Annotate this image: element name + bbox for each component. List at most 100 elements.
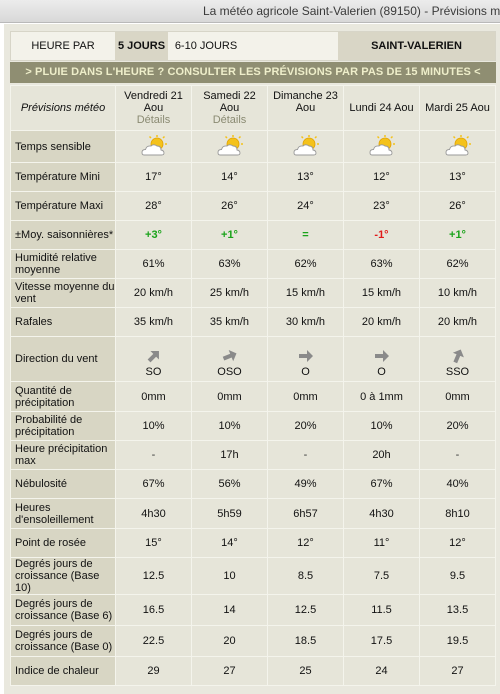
wind-arrow-ene-icon	[222, 349, 236, 361]
tab-5-days[interactable]: 5 JOURS	[115, 32, 168, 60]
forecast-panel: HEURE PAR HEURE 5 JOURS 6-10 JOURS SAINT…	[4, 24, 500, 694]
tab-hourly[interactable]: HEURE PAR HEURE	[31, 40, 95, 80]
row-label: Température Mini	[11, 163, 115, 191]
table-cell: 27	[192, 657, 267, 685]
row-label: Degrés jours de croissance (Base 6)	[11, 595, 115, 625]
table-cell: 63%	[344, 250, 419, 278]
day-name: Lundi 24 Aou	[349, 102, 414, 114]
table-cell: 4h30	[116, 499, 191, 528]
day-header: Dimanche 23 Aou	[268, 86, 343, 130]
table-row-wind-speed: Vitesse moyenne du vent 20 km/h 25 km/h …	[11, 279, 495, 307]
day-name: Samedi 22	[203, 90, 256, 102]
table-cell: 56%	[192, 470, 267, 498]
table-row-gusts: Rafales 35 km/h 35 km/h 30 km/h 20 km/h …	[11, 308, 495, 336]
table-cell: 0mm	[420, 382, 495, 411]
day-month: Aou	[295, 102, 316, 114]
corner-label: Prévisions météo	[11, 86, 115, 130]
day-header: Samedi 22 Aou Détails	[192, 86, 267, 130]
sun-behind-cloud-icon	[445, 134, 471, 155]
table-row-gdd10: Degrés jours de croissance (Base 10) 12.…	[11, 558, 495, 594]
table-cell: -1°	[344, 221, 419, 249]
table-row-tmax: Température Maxi 28° 26° 24° 23° 26°	[11, 192, 495, 220]
table-row-precip-hour: Heure précipitation max - 17h - 20h -	[11, 441, 495, 469]
table-cell: -	[116, 441, 191, 469]
table-cell: 5h59	[192, 499, 267, 528]
table-cell: 16.5	[116, 595, 191, 625]
wind-arrow-east-icon	[298, 349, 313, 362]
day-month: Aou	[219, 102, 240, 114]
table-cell: 25 km/h	[192, 279, 267, 307]
table-cell: 14°	[192, 163, 267, 191]
table-cell: =	[268, 221, 343, 249]
table-cell: 27	[420, 657, 495, 685]
row-label: Probabilité de précipitation	[11, 412, 115, 440]
table-cell: 10 km/h	[420, 279, 495, 307]
table-cell: 23°	[344, 192, 419, 220]
view-tabs: HEURE PAR HEURE 5 JOURS 6-10 JOURS SAINT…	[10, 31, 496, 80]
wind-dir-cell: SSO	[420, 337, 495, 381]
table-row-tmin: Température Mini 17° 14° 13° 12° 13°	[11, 163, 495, 191]
wind-dir-label: SSO	[445, 365, 470, 378]
table-cell: 29	[116, 657, 191, 685]
wind-arrow-east-icon	[374, 349, 389, 362]
table-cell: +1°	[420, 221, 495, 249]
table-cell: 20 km/h	[420, 308, 495, 336]
wind-dir-cell: O	[344, 337, 419, 381]
table-cell: 24	[344, 657, 419, 685]
weather-cell	[268, 131, 343, 162]
table-cell: 17°	[116, 163, 191, 191]
table-cell: 67%	[116, 470, 191, 498]
details-link[interactable]: Détails	[212, 114, 247, 126]
table-cell: 0mm	[268, 382, 343, 411]
details-link[interactable]: Détails	[136, 114, 171, 126]
table-cell: 14°	[192, 529, 267, 557]
location-label: SAINT-VALERIEN	[338, 32, 495, 60]
table-row-nebulosity: Nébulosité 67% 56% 49% 67% 40%	[11, 470, 495, 498]
table-row-sky: Temps sensible	[11, 131, 495, 162]
table-row-gdd0: Degrés jours de croissance (Base 0) 22.5…	[11, 626, 495, 656]
table-row-wind-dir: Direction du vent SO OSO O O SSO	[11, 337, 495, 381]
table-cell: 28°	[116, 192, 191, 220]
wind-dir-cell: OSO	[192, 337, 267, 381]
table-cell: 20	[192, 626, 267, 656]
table-cell: 10	[192, 558, 267, 594]
day-header: Lundi 24 Aou	[344, 86, 419, 130]
table-cell: 12°	[268, 529, 343, 557]
wind-dir-cell: O	[268, 337, 343, 381]
weather-cell	[344, 131, 419, 162]
row-label: Température Maxi	[11, 192, 115, 220]
table-cell: 20h	[344, 441, 419, 469]
table-cell: 14	[192, 595, 267, 625]
row-label: Temps sensible	[11, 131, 115, 162]
table-cell: 17h	[192, 441, 267, 469]
wind-arrow-ne-icon	[147, 350, 159, 362]
wind-dir-label: O	[301, 365, 310, 378]
rain-15min-link[interactable]: > PLUIE DANS L'HEURE ? CONSULTER LES PRÉ…	[10, 62, 496, 83]
table-cell: 20%	[420, 412, 495, 440]
table-row-heat-index: Indice de chaleur 29 27 25 24 27	[11, 657, 495, 685]
row-label: Quantité de précipitation	[11, 382, 115, 411]
table-cell: 25	[268, 657, 343, 685]
table-cell: 20%	[268, 412, 343, 440]
table-row-humidity: Humidité relative moyenne 61% 63% 62% 63…	[11, 250, 495, 278]
table-cell: 9.5	[420, 558, 495, 594]
table-cell: 13°	[268, 163, 343, 191]
row-label: Degrés jours de croissance (Base 0)	[11, 626, 115, 656]
table-cell: 62%	[268, 250, 343, 278]
window-titlebar: La météo agricole Saint-Valerien (89150)…	[0, 0, 500, 23]
row-label: Indice de chaleur	[11, 657, 115, 685]
table-cell: 11°	[344, 529, 419, 557]
table-row-header: Prévisions météo Vendredi 21 Aou Détails…	[11, 86, 495, 130]
table-cell: 0 à 1mm	[344, 382, 419, 411]
table-row-gdd6: Degrés jours de croissance (Base 6) 16.5…	[11, 595, 495, 625]
day-header: Vendredi 21 Aou Détails	[116, 86, 191, 130]
table-cell: 13°	[420, 163, 495, 191]
table-row-precip-prob: Probabilité de précipitation 10% 10% 20%…	[11, 412, 495, 440]
day-name: Dimanche 23	[273, 90, 338, 102]
tab-6-10-days[interactable]: 6-10 JOURS	[174, 40, 238, 52]
table-cell: 8h10	[420, 499, 495, 528]
forecast-table: Prévisions météo Vendredi 21 Aou Détails…	[10, 85, 496, 686]
table-row-precip-qty: Quantité de précipitation 0mm 0mm 0mm 0 …	[11, 382, 495, 411]
row-label: ±Moy. saisonnières*	[11, 221, 115, 249]
row-label: Vitesse moyenne du vent	[11, 279, 115, 307]
